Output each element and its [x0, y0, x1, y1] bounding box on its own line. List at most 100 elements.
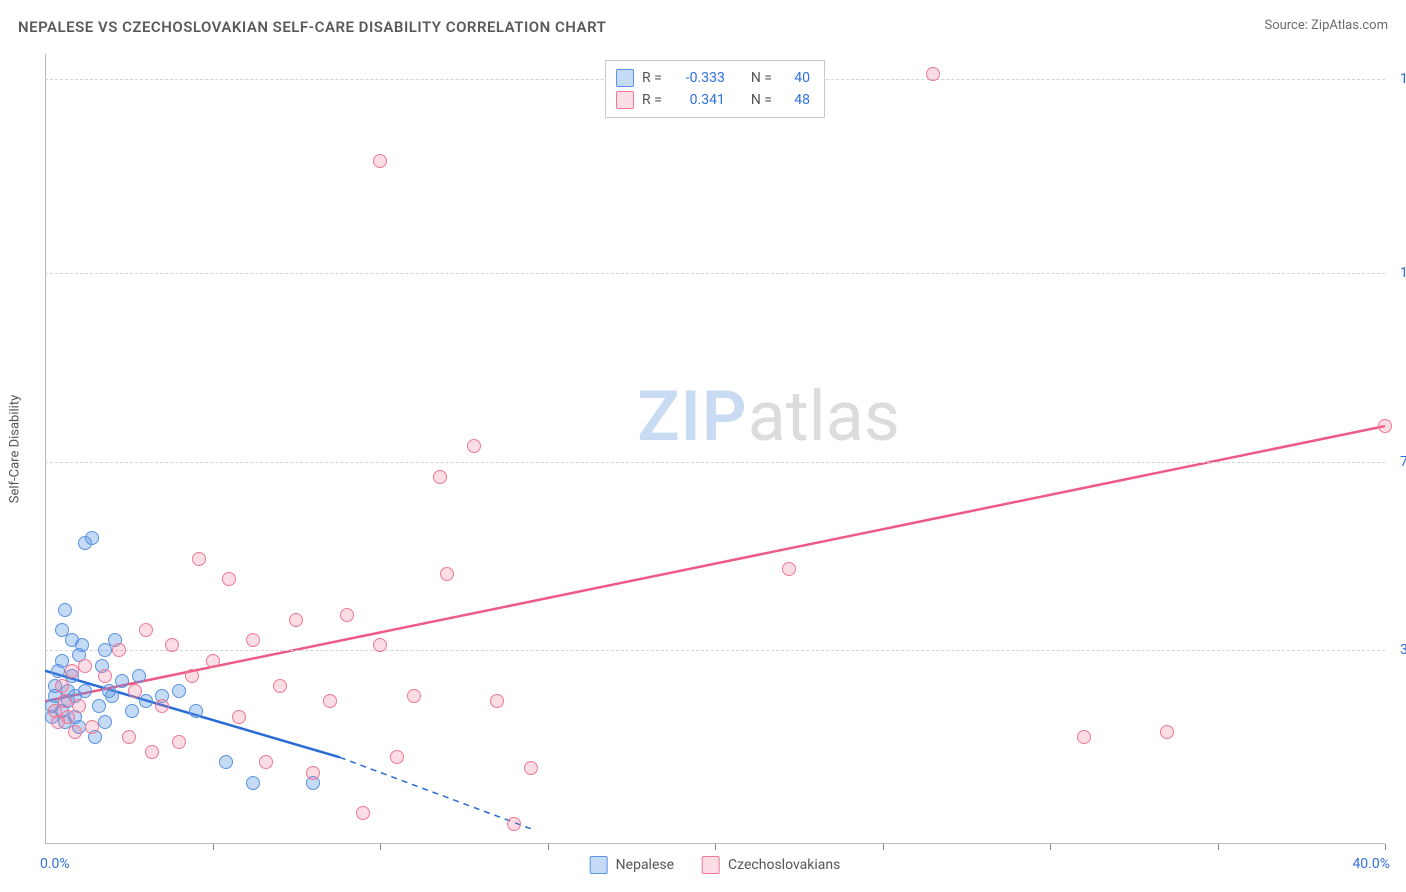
- x-tick: [883, 844, 884, 850]
- correlation-legend: R = -0.333 N = 40 R = 0.341 N = 48: [605, 60, 825, 118]
- data-point-nepalese: [189, 704, 203, 718]
- data-point-nepalese: [78, 684, 92, 698]
- data-point-czech: [68, 725, 82, 739]
- y-tick-label: 7.5%: [1390, 454, 1406, 470]
- data-point-czech: [467, 439, 481, 453]
- legend-r-label: R =: [642, 67, 662, 89]
- watermark-bold: ZIP: [637, 376, 747, 458]
- data-point-czech: [165, 638, 179, 652]
- data-point-czech: [259, 755, 273, 769]
- data-point-czech: [1160, 725, 1174, 739]
- x-tick: [1050, 844, 1051, 850]
- data-point-nepalese: [246, 776, 260, 790]
- trend-line: [45, 426, 1385, 701]
- data-point-nepalese: [219, 755, 233, 769]
- grid-line: [45, 273, 1385, 274]
- chart-source: Source: ZipAtlas.com: [1264, 18, 1388, 33]
- data-point-czech: [440, 567, 454, 581]
- data-point-czech: [524, 761, 538, 775]
- legend-swatch: [590, 856, 608, 874]
- data-point-czech: [507, 817, 521, 831]
- data-point-nepalese: [139, 694, 153, 708]
- y-tick-label: 15.0%: [1390, 71, 1406, 87]
- series-legend-item: Nepalese: [590, 856, 674, 874]
- data-point-nepalese: [132, 669, 146, 683]
- y-tick-label: 11.2%: [1390, 265, 1406, 281]
- data-point-czech: [98, 669, 112, 683]
- data-point-nepalese: [75, 638, 89, 652]
- data-point-czech: [72, 699, 86, 713]
- data-point-czech: [185, 669, 199, 683]
- data-point-czech: [433, 470, 447, 484]
- chart-header: NEPALESE VS CZECHOSLOVAKIAN SELF-CARE DI…: [18, 18, 1388, 36]
- scatter-plot: ZIPatlas 15.0%11.2%7.5%3.8%: [45, 54, 1385, 844]
- data-point-nepalese: [98, 715, 112, 729]
- data-point-czech: [128, 684, 142, 698]
- data-point-nepalese: [92, 699, 106, 713]
- legend-r-label: R =: [642, 89, 662, 111]
- x-axis-min-label: 0.0%: [40, 856, 70, 872]
- data-point-czech: [58, 694, 72, 708]
- series-legend-item: Czechoslovakians: [702, 856, 840, 874]
- data-point-nepalese: [85, 531, 99, 545]
- data-point-nepalese: [105, 689, 119, 703]
- correlation-legend-row: R = -0.333 N = 40: [616, 67, 810, 89]
- data-point-czech: [373, 638, 387, 652]
- x-tick: [380, 844, 381, 850]
- series-legend-label: Czechoslovakians: [728, 857, 840, 873]
- data-point-czech: [246, 633, 260, 647]
- data-point-czech: [145, 745, 159, 759]
- y-axis-label: Self-Care Disability: [8, 395, 23, 503]
- data-point-nepalese: [125, 704, 139, 718]
- data-point-nepalese: [172, 684, 186, 698]
- grid-line: [45, 462, 1385, 463]
- data-point-czech: [373, 154, 387, 168]
- data-point-czech: [232, 710, 246, 724]
- data-point-czech: [1378, 419, 1392, 433]
- data-point-czech: [112, 643, 126, 657]
- legend-swatch: [616, 69, 634, 87]
- data-point-czech: [273, 679, 287, 693]
- legend-r-value: -0.333: [670, 67, 725, 89]
- x-tick: [213, 844, 214, 850]
- legend-n-value: 48: [780, 89, 810, 111]
- x-tick: [1218, 844, 1219, 850]
- y-axis-line: [45, 54, 46, 844]
- watermark: ZIPatlas: [637, 376, 900, 458]
- legend-n-value: 40: [780, 67, 810, 89]
- data-point-czech: [139, 623, 153, 637]
- data-point-czech: [172, 735, 186, 749]
- legend-r-value: 0.341: [670, 89, 725, 111]
- data-point-czech: [306, 766, 320, 780]
- data-point-czech: [926, 67, 940, 81]
- data-point-czech: [323, 694, 337, 708]
- data-point-czech: [65, 664, 79, 678]
- data-point-nepalese: [115, 674, 129, 688]
- data-point-nepalese: [58, 603, 72, 617]
- chart-area: Self-Care Disability ZIPatlas 15.0%11.2%…: [45, 54, 1385, 844]
- x-tick: [1385, 844, 1386, 850]
- data-point-czech: [1077, 730, 1091, 744]
- data-point-czech: [782, 562, 796, 576]
- data-point-czech: [356, 806, 370, 820]
- data-point-czech: [85, 720, 99, 734]
- watermark-rest: atlas: [748, 376, 900, 458]
- chart-title: NEPALESE VS CZECHOSLOVAKIAN SELF-CARE DI…: [18, 18, 606, 36]
- legend-swatch: [616, 91, 634, 109]
- x-tick: [548, 844, 549, 850]
- series-legend-label: Nepalese: [616, 857, 674, 873]
- trend-lines: [45, 54, 1385, 844]
- legend-n-label: N =: [751, 89, 772, 111]
- x-tick: [715, 844, 716, 850]
- data-point-czech: [222, 572, 236, 586]
- data-point-czech: [490, 694, 504, 708]
- data-point-czech: [407, 689, 421, 703]
- data-point-czech: [122, 730, 136, 744]
- data-point-czech: [289, 613, 303, 627]
- legend-n-label: N =: [751, 67, 772, 89]
- series-legend: Nepalese Czechoslovakians: [590, 856, 841, 874]
- data-point-czech: [78, 659, 92, 673]
- data-point-czech: [192, 552, 206, 566]
- grid-line: [45, 650, 1385, 651]
- data-point-czech: [206, 654, 220, 668]
